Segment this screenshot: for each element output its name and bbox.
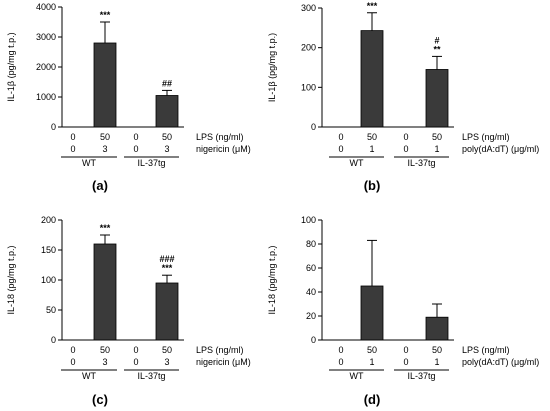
significance-label: ### (159, 254, 174, 264)
panel-label-c: (c) (92, 392, 108, 407)
group-label: IL-37tg (137, 158, 165, 168)
condition-value: 0 (403, 357, 408, 367)
y-axis-label: IL-1β (pg/mg t.p.) (267, 33, 277, 102)
condition-value: 50 (100, 132, 110, 142)
panel-label-a: (a) (92, 178, 108, 193)
bar (360, 285, 384, 341)
significance-label: # (434, 35, 439, 45)
y-tick-label: 100 (301, 215, 316, 225)
condition-value: 0 (70, 132, 75, 142)
bar (360, 30, 384, 128)
condition-value: 1 (434, 144, 439, 154)
y-tick-label: 80 (306, 239, 316, 249)
condition-value: 50 (162, 132, 172, 142)
condition-value: 50 (100, 345, 110, 355)
condition-label: LPS (ng/ml) (462, 132, 510, 142)
condition-label: LPS (ng/ml) (462, 345, 510, 355)
y-tick-label: 0 (311, 122, 316, 132)
condition-value: 1 (369, 357, 374, 367)
y-tick-label: 200 (41, 215, 56, 225)
condition-value: 0 (70, 345, 75, 355)
condition-value: 0 (403, 132, 408, 142)
condition-value: 0 (133, 144, 138, 154)
condition-value: 50 (432, 132, 442, 142)
panel-label-d: (d) (364, 392, 381, 407)
y-tick-label: 0 (51, 122, 56, 132)
condition-value: 3 (102, 144, 107, 154)
y-tick-label: 40 (306, 287, 316, 297)
y-tick-label: 0 (311, 335, 316, 345)
y-axis-label: IL-18 (pg/mg t.p.) (6, 245, 16, 314)
condition-value: 1 (369, 144, 374, 154)
condition-value: 0 (403, 144, 408, 154)
condition-value: 3 (164, 357, 169, 367)
significance-label: *** (100, 223, 111, 233)
y-tick-label: 50 (46, 305, 56, 315)
y-tick-label: 0 (51, 335, 56, 345)
condition-value: 0 (403, 345, 408, 355)
condition-value: 3 (102, 357, 107, 367)
bar (425, 69, 449, 128)
condition-value: 0 (338, 144, 343, 154)
condition-value: 1 (434, 357, 439, 367)
y-tick-label: 2000 (36, 62, 56, 72)
condition-value: 50 (432, 345, 442, 355)
condition-value: 50 (162, 345, 172, 355)
condition-value: 50 (367, 132, 377, 142)
significance-label: ** (433, 44, 441, 54)
condition-label: nigericin (μM) (196, 144, 251, 154)
condition-value: 0 (338, 357, 343, 367)
condition-value: 0 (133, 357, 138, 367)
bar (155, 282, 179, 341)
bar (425, 316, 449, 341)
y-tick-label: 4000 (36, 2, 56, 12)
condition-value: 0 (133, 132, 138, 142)
group-label: WT (350, 371, 364, 381)
condition-value: 0 (133, 345, 138, 355)
y-tick-label: 150 (41, 245, 56, 255)
bar (93, 243, 117, 341)
panel-label-b: (b) (364, 178, 381, 193)
y-axis-label: IL-18 (pg/mg t.p.) (267, 245, 277, 314)
significance-label: *** (162, 263, 173, 273)
y-tick-label: 1000 (36, 92, 56, 102)
group-label: WT (350, 158, 364, 168)
y-tick-label: 100 (41, 275, 56, 285)
y-tick-label: 60 (306, 263, 316, 273)
y-tick-label: 20 (306, 311, 316, 321)
significance-label: ## (162, 78, 172, 88)
y-axis-label: IL-1β (pg/mg t.p.) (6, 32, 16, 101)
condition-label: poly(dA:dT) (μg/ml) (462, 357, 539, 367)
y-tick-label: 200 (301, 43, 316, 53)
condition-value: 50 (367, 345, 377, 355)
y-tick-label: 3000 (36, 32, 56, 42)
group-label: IL-37tg (407, 371, 435, 381)
condition-value: 0 (338, 132, 343, 142)
y-tick-label: 100 (301, 82, 316, 92)
group-label: WT (82, 371, 96, 381)
significance-label: *** (367, 1, 378, 11)
group-label: WT (82, 158, 96, 168)
condition-value: 0 (70, 144, 75, 154)
bar (155, 95, 179, 128)
condition-value: 3 (164, 144, 169, 154)
y-tick-label: 300 (301, 3, 316, 13)
condition-label: nigericin (μM) (196, 357, 251, 367)
group-label: IL-37tg (137, 371, 165, 381)
significance-label: *** (100, 10, 111, 20)
condition-value: 0 (70, 357, 75, 367)
group-label: IL-37tg (407, 158, 435, 168)
condition-label: LPS (ng/ml) (196, 345, 244, 355)
condition-label: LPS (ng/ml) (196, 132, 244, 142)
condition-label: poly(dA:dT) (μg/ml) (462, 144, 539, 154)
bar (93, 42, 117, 128)
condition-value: 0 (338, 345, 343, 355)
